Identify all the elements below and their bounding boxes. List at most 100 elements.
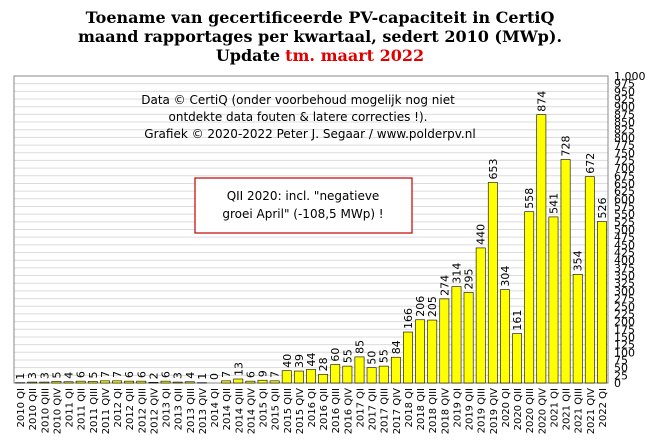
y-tick-label: 750: [614, 147, 635, 160]
data-label: 274: [438, 275, 451, 296]
bar: [415, 319, 426, 384]
bar: [390, 356, 401, 384]
y-tick-label: 700: [614, 162, 635, 175]
x-tick-label: 2019 QIII: [477, 388, 488, 433]
x-tick-label: 2010 QIII: [40, 388, 51, 433]
annotation: groei April" (-108,5 MWp) !: [222, 207, 383, 221]
y-tick-label: 150: [614, 331, 635, 344]
x-tick-label: 2011 QII: [77, 388, 88, 430]
data-label: 653: [487, 159, 500, 180]
data-label: 558: [523, 188, 536, 209]
y-tick-label: 650: [614, 177, 635, 190]
x-tick-label: 2013 QIII: [186, 388, 197, 433]
x-tick-label: 2012 QIII: [137, 388, 148, 433]
data-label: 6: [135, 371, 148, 378]
x-tick-label: 2020 QI: [501, 388, 512, 427]
x-tick-label: 2017 QI: [355, 388, 366, 427]
data-label: 6: [75, 371, 88, 378]
y-tick-label: 775: [614, 139, 635, 152]
y-tick-label: 75: [614, 354, 628, 367]
bar: [475, 247, 486, 384]
y-tick-label: 375: [614, 262, 635, 275]
data-label: 314: [450, 263, 463, 284]
data-label: 60: [329, 348, 342, 362]
bar: [221, 380, 232, 384]
data-label: 354: [572, 250, 585, 271]
bar: [318, 374, 329, 384]
x-tick-label: 2020 QII: [513, 388, 524, 430]
bar: [378, 365, 389, 384]
data-label: 1: [14, 373, 27, 380]
data-label: 4: [63, 372, 76, 379]
y-tick-label: 275: [614, 293, 635, 306]
y-tick-label: 600: [614, 193, 635, 206]
data-label: 5: [87, 371, 100, 378]
x-tick-label: 2013 QIV: [198, 388, 209, 434]
y-tick-label: 200: [614, 316, 635, 329]
bar: [548, 216, 559, 384]
bar: [512, 333, 522, 384]
bar: [403, 331, 413, 384]
data-label: 440: [475, 224, 488, 245]
bar: [160, 380, 171, 384]
x-tick-label: 2014 QI: [210, 388, 221, 427]
x-tick-label: 2018 QIV: [440, 388, 451, 434]
data-label: 40: [281, 354, 294, 368]
data-label: 7: [220, 371, 233, 378]
data-label: 161: [511, 310, 524, 331]
y-tick-label: 875: [614, 108, 635, 121]
y-tick-label: 900: [614, 101, 635, 114]
x-tick-label: 2021 QIV: [586, 388, 597, 434]
y-tick-label: 575: [614, 200, 635, 213]
data-label: 6: [160, 371, 173, 378]
bar: [172, 381, 183, 384]
y-tick-label: 325: [614, 277, 635, 290]
bar: [124, 380, 135, 384]
bar: [439, 298, 450, 384]
x-tick-label: 2014 QIV: [246, 388, 257, 434]
y-tick-label: 50: [614, 362, 628, 375]
y-tick-label: 100: [614, 346, 635, 359]
y-tick-label: 425: [614, 247, 635, 260]
bar: [366, 367, 377, 384]
bar: [597, 221, 607, 384]
y-tick-label: 450: [614, 239, 635, 252]
y-tick-label: 400: [614, 254, 635, 267]
bar: [87, 381, 98, 384]
x-tick-label: 2011 QIV: [101, 388, 112, 434]
data-label: 84: [390, 340, 403, 354]
x-tick-label: 2014 QIII: [234, 388, 245, 433]
data-label: 526: [596, 198, 609, 219]
x-tick-label: 2019 QIV: [489, 388, 500, 434]
y-tick-label: 250: [614, 300, 635, 313]
bar: [184, 381, 195, 384]
data-label: 7: [269, 371, 282, 378]
x-tick-label: 2018 QIII: [428, 388, 439, 433]
data-label: 39: [293, 354, 306, 368]
bar: [500, 289, 510, 384]
y-tick-label: 675: [614, 170, 635, 183]
y-tick-label: 25: [614, 369, 628, 382]
y-tick-label: 625: [614, 185, 635, 198]
data-label: 304: [499, 266, 512, 287]
bar: [112, 380, 122, 384]
y-tick-label: 950: [614, 85, 635, 98]
x-tick-label: 2017 QII: [368, 388, 379, 430]
title-update-prefix: Update: [216, 46, 280, 65]
data-label: 44: [305, 352, 318, 366]
x-tick-label: 2020 QIII: [525, 388, 536, 433]
x-tick-label: 2012 QI: [113, 388, 124, 427]
y-tick-label: 500: [614, 224, 635, 237]
y-tick-label: 800: [614, 131, 635, 144]
x-tick-label: 2021 QI: [549, 388, 560, 427]
data-label: 9: [257, 370, 270, 377]
x-tick-label: 2019 QI: [452, 388, 463, 427]
data-label: 166: [402, 308, 415, 329]
x-tick-label: 2022 QI: [598, 388, 609, 427]
x-tick-label: 2014 QII: [222, 388, 233, 430]
x-tick-label: 2010 QIV: [52, 388, 63, 434]
y-tick-label: 525: [614, 216, 635, 229]
data-label: 28: [317, 357, 330, 371]
data-label: 205: [426, 296, 439, 317]
